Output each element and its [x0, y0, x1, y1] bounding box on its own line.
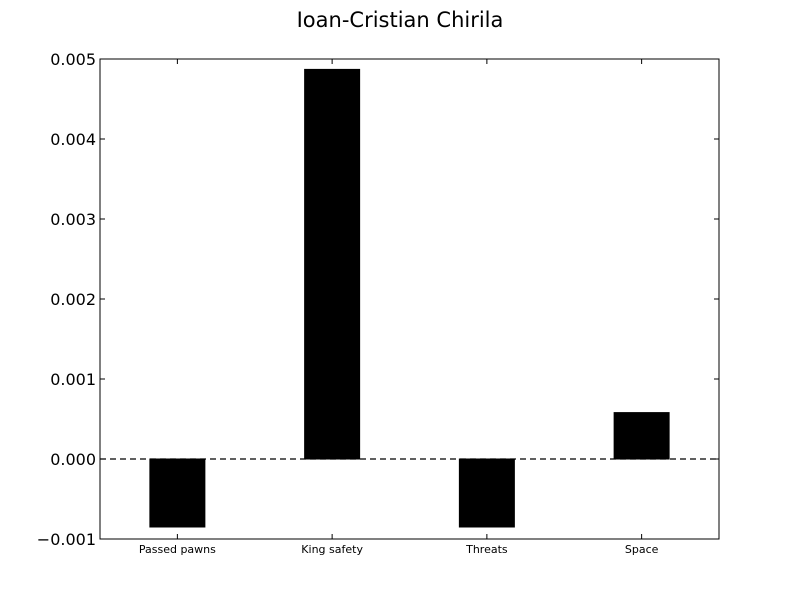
y-tick-label-6: 0.005 [50, 50, 96, 69]
x-tick-label-2: Threats [465, 543, 508, 556]
bar-3 [613, 412, 670, 460]
ticks-layer: −0.001 0.000 0.001 0.002 0.003 0.004 0.005 Pass… [37, 50, 719, 556]
y-tick-label-0: −0.001 [37, 530, 96, 549]
y-tick-label-1: 0.000 [50, 450, 96, 469]
y-tick-label-3: 0.002 [50, 290, 96, 309]
y-tick-label-2: 0.001 [50, 370, 96, 389]
bar-1 [304, 68, 361, 460]
x-tick-label-1: King safety [301, 543, 363, 556]
bars-layer [149, 68, 670, 528]
x-tick-label-0: Passed pawns [139, 543, 216, 556]
x-tick-label-3: Space [625, 543, 659, 556]
chart-title: Ioan-Cristian Chirila [296, 8, 504, 32]
y-tick-label-5: 0.004 [50, 130, 96, 149]
bar-0 [149, 458, 206, 528]
y-tick-label-4: 0.003 [50, 210, 96, 229]
bar-2 [458, 458, 515, 528]
